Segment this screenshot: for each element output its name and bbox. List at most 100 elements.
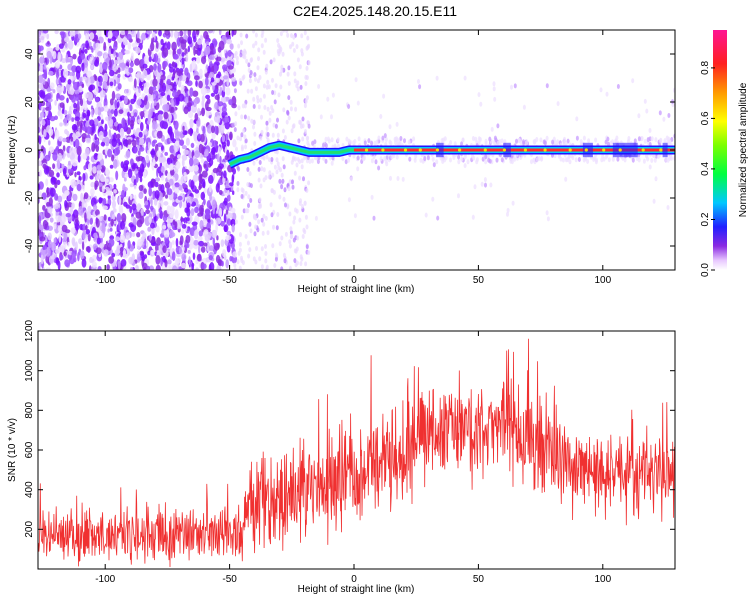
- heat-cell: [240, 258, 244, 264]
- heat-cell: [265, 267, 269, 270]
- heat-cell: [107, 118, 114, 127]
- heat-cell: [198, 245, 201, 254]
- heat-cell: [354, 77, 358, 83]
- tone-blip: [612, 142, 638, 158]
- heat-cell: [62, 137, 67, 143]
- heat-cell: [226, 77, 230, 87]
- heat-cell: [162, 60, 168, 68]
- heat-cell: [225, 235, 232, 241]
- heat-cell: [158, 208, 162, 213]
- heat-cell: [488, 136, 492, 142]
- heat-cell: [172, 138, 177, 144]
- heat-cell: [233, 127, 237, 133]
- heat-cell: [257, 47, 261, 53]
- heat-cell: [277, 42, 281, 48]
- heat-cell: [247, 203, 250, 208]
- tone-peak: [659, 148, 663, 152]
- heat-cell: [208, 263, 212, 270]
- heat-cell: [169, 205, 175, 213]
- heat-cell: [179, 30, 184, 37]
- heat-cell: [227, 65, 234, 70]
- heat-cell: [305, 75, 309, 81]
- heat-cell: [154, 100, 157, 106]
- heat-cell: [287, 115, 291, 121]
- heat-cell: [395, 121, 399, 127]
- heat-cell: [252, 104, 256, 109]
- heat-cell: [152, 94, 156, 99]
- heat-cell: [179, 36, 184, 44]
- heat-cell: [66, 130, 70, 136]
- heat-cell: [80, 106, 84, 111]
- heat-cell: [224, 133, 229, 142]
- heat-cell: [57, 51, 61, 62]
- heat-cell: [120, 101, 125, 108]
- heat-cell: [158, 30, 162, 37]
- heat-cell: [173, 81, 177, 91]
- heat-cell: [230, 207, 236, 213]
- heat-cell: [267, 174, 271, 180]
- heat-cell: [128, 256, 134, 265]
- heat-cell: [463, 75, 467, 81]
- spectrogram-heatmap: [38, 30, 675, 270]
- heat-cell: [333, 143, 337, 149]
- heat-cell: [65, 213, 72, 218]
- heat-cell: [152, 120, 156, 130]
- heat-cell: [149, 205, 154, 211]
- heat-cell: [138, 137, 145, 146]
- x-tick-label: 50: [473, 574, 485, 585]
- heat-cell: [426, 155, 430, 161]
- heat-cell: [89, 265, 92, 270]
- heat-cell: [574, 157, 578, 163]
- heat-cell: [89, 32, 95, 40]
- heat-cell: [307, 43, 311, 49]
- heat-cell: [356, 100, 360, 106]
- heat-cell: [224, 121, 230, 130]
- heat-cell: [152, 158, 156, 167]
- heat-cell: [317, 84, 321, 89]
- heat-cell: [148, 56, 152, 63]
- heat-cell: [120, 259, 127, 267]
- heat-cell: [103, 41, 107, 52]
- heat-cell: [616, 156, 620, 162]
- heat-cell: [169, 66, 174, 73]
- heat-cell: [193, 239, 199, 246]
- heat-cell: [305, 188, 309, 193]
- heat-cell: [109, 227, 113, 232]
- heat-cell: [119, 145, 122, 151]
- heat-cell: [293, 170, 297, 176]
- heat-cell: [344, 159, 348, 165]
- heat-cell: [219, 155, 222, 165]
- heat-cell: [52, 89, 56, 94]
- heat-cell: [183, 30, 187, 36]
- heat-cell: [85, 137, 92, 144]
- heat-cell: [271, 90, 275, 95]
- heat-cell: [492, 86, 496, 92]
- heat-cell: [307, 143, 311, 149]
- heat-cell: [222, 82, 226, 92]
- heat-cell: [142, 69, 148, 79]
- heat-cell: [152, 100, 155, 109]
- heat-cell: [261, 230, 265, 236]
- heat-cell: [186, 217, 190, 222]
- x-tick-label: -50: [222, 275, 237, 286]
- heat-cell: [496, 123, 500, 129]
- heat-cell: [166, 41, 171, 50]
- heat-cell: [435, 75, 439, 81]
- heat-cell: [292, 48, 296, 53]
- heat-cell: [330, 114, 333, 120]
- heat-cell: [223, 75, 229, 80]
- heat-cell: [281, 156, 285, 162]
- heat-cell: [191, 57, 197, 62]
- heat-cell: [452, 155, 456, 160]
- heat-cell: [274, 256, 278, 262]
- heat-cell: [46, 33, 50, 40]
- heat-cell: [265, 63, 269, 69]
- heat-cell: [179, 235, 184, 245]
- heat-cell: [463, 154, 467, 160]
- heat-cell: [134, 194, 137, 201]
- heat-cell: [264, 37, 268, 43]
- heat-cell: [64, 200, 68, 208]
- heat-cell: [247, 194, 251, 200]
- heat-cell: [231, 223, 235, 233]
- heat-cell: [127, 116, 130, 126]
